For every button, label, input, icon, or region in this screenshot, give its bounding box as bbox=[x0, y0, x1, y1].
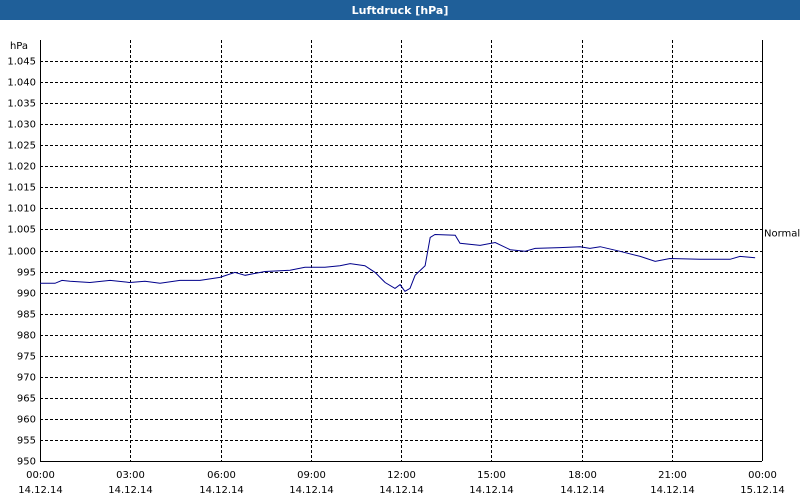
x-tick-date: 15.12.14 bbox=[740, 485, 785, 496]
chart-title: Luftdruck [hPa] bbox=[352, 4, 449, 17]
x-tick-date: 14.12.14 bbox=[650, 485, 695, 496]
y-tick-label: 955 bbox=[17, 436, 36, 447]
title-bar bbox=[0, 0, 800, 20]
y-tick-label: 975 bbox=[17, 352, 36, 363]
pressure-line bbox=[40, 233, 756, 292]
y-tick-label: 1.030 bbox=[7, 120, 36, 131]
y-unit: hPa bbox=[10, 41, 28, 52]
y-tick-label: 1.045 bbox=[7, 57, 36, 68]
x-tick-date: 14.12.14 bbox=[379, 485, 424, 496]
y-tick-label: 985 bbox=[17, 310, 36, 321]
y-tick-label: 1.035 bbox=[7, 99, 36, 110]
x-tick-label: 03:00 bbox=[116, 470, 145, 481]
x-tick-label: 00:00 bbox=[26, 470, 55, 481]
annotation: Normal bbox=[764, 229, 800, 240]
x-tick-date: 14.12.14 bbox=[560, 485, 605, 496]
y-tick-label: 1.040 bbox=[7, 78, 36, 89]
x-tick-label: 21:00 bbox=[658, 470, 687, 481]
x-tick-label: 12:00 bbox=[387, 470, 416, 481]
y-tick-label: 965 bbox=[17, 394, 36, 405]
y-tick-label: 950 bbox=[17, 457, 36, 468]
y-tick-label: 960 bbox=[17, 415, 36, 426]
y-tick-label: 1.005 bbox=[7, 225, 36, 236]
x-tick-date: 14.12.14 bbox=[108, 485, 153, 496]
y-tick-label: 1.010 bbox=[7, 204, 36, 215]
x-tick-date: 14.12.14 bbox=[289, 485, 334, 496]
y-tick-label: 1.020 bbox=[7, 162, 36, 173]
x-tick-label: 06:00 bbox=[207, 470, 236, 481]
x-tick-label: 18:00 bbox=[568, 470, 597, 481]
x-tick-date: 14.12.14 bbox=[469, 485, 514, 496]
x-tick-date: 14.12.14 bbox=[18, 485, 63, 496]
x-tick-label: 15:00 bbox=[477, 470, 506, 481]
x-tick-label: 00:00 bbox=[748, 470, 777, 481]
y-tick-label: 1.025 bbox=[7, 141, 36, 152]
x-tick-label: 09:00 bbox=[297, 470, 326, 481]
y-tick-label: 995 bbox=[17, 268, 36, 279]
y-tick-label: 990 bbox=[17, 289, 36, 300]
y-tick-label: 1.015 bbox=[7, 183, 36, 194]
y-tick-label: 980 bbox=[17, 331, 36, 342]
y-tick-label: 1.000 bbox=[7, 247, 36, 258]
y-tick-label: 970 bbox=[17, 373, 36, 384]
x-tick-date: 14.12.14 bbox=[199, 485, 244, 496]
